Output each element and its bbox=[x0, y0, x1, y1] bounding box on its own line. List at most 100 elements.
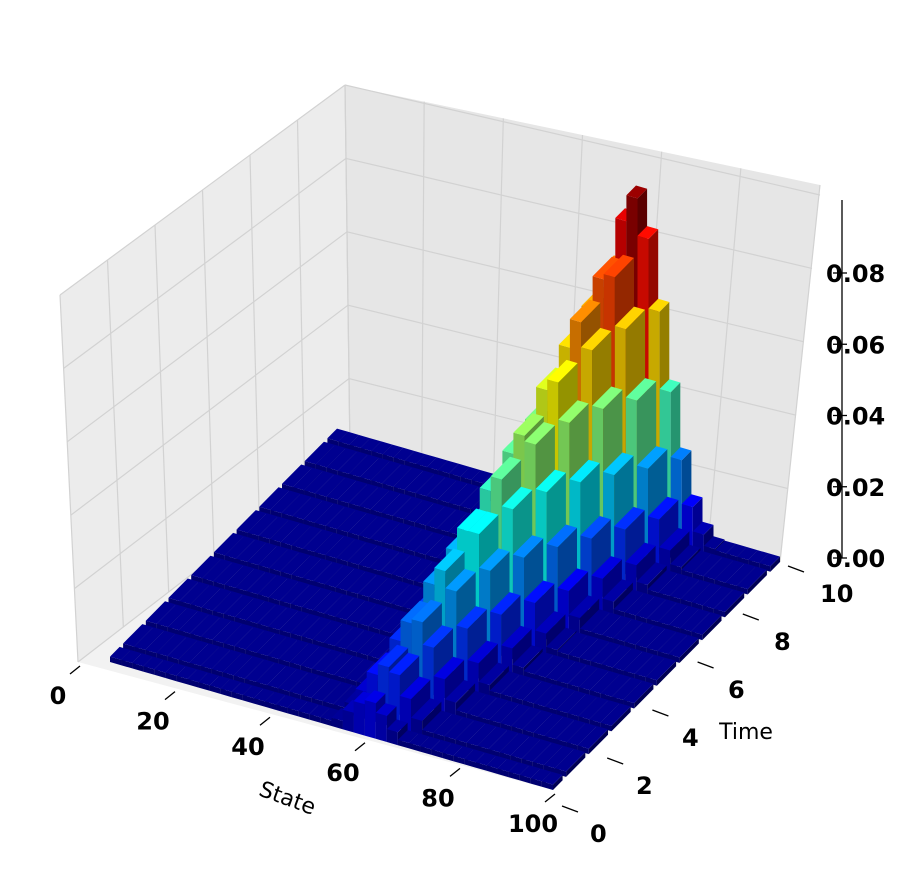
bar-top-face bbox=[546, 627, 577, 651]
bar-front-face bbox=[464, 759, 476, 768]
bar-top-face bbox=[488, 729, 519, 753]
bar-front-face bbox=[715, 550, 727, 559]
bar-top-face bbox=[282, 464, 313, 488]
bar-front-face bbox=[357, 593, 369, 603]
bar-top-face bbox=[578, 696, 609, 720]
bar-top-face bbox=[290, 613, 321, 637]
grid-line bbox=[63, 157, 347, 369]
bar-top-face bbox=[268, 607, 299, 630]
bar-front-face bbox=[270, 509, 282, 519]
bar-top-face bbox=[713, 589, 745, 612]
bar-top-face bbox=[602, 615, 633, 639]
bar-top-face bbox=[179, 610, 210, 634]
bar-top-face bbox=[524, 422, 555, 445]
bar-front-face bbox=[380, 571, 392, 580]
bar-front-face bbox=[325, 555, 337, 564]
bar-top-face bbox=[658, 573, 689, 596]
bar-top-face bbox=[510, 736, 541, 759]
x-tick-label: 0 bbox=[50, 682, 67, 710]
bar-top-face bbox=[471, 470, 492, 484]
bar-front-face bbox=[258, 535, 270, 545]
bar-top-face bbox=[220, 678, 242, 692]
bar-front-face bbox=[370, 538, 382, 548]
bar-front-face bbox=[402, 577, 414, 587]
bar-top-face bbox=[265, 691, 286, 705]
bar-top-face bbox=[544, 716, 575, 740]
bar-top-face bbox=[612, 648, 643, 671]
bar-top-face bbox=[404, 470, 435, 494]
bar-front-face bbox=[336, 558, 348, 567]
bar bbox=[736, 566, 767, 595]
bar-top-face bbox=[267, 665, 298, 689]
x-tick bbox=[449, 767, 461, 777]
bar-top-face bbox=[397, 730, 419, 743]
bar-top-face bbox=[659, 379, 681, 393]
bar-front-face bbox=[623, 670, 635, 680]
bar-front-face bbox=[691, 602, 703, 611]
bar-front-face bbox=[324, 584, 336, 593]
bar-front-face bbox=[322, 701, 334, 710]
bar-front-face bbox=[312, 639, 324, 649]
bar-top-face bbox=[269, 548, 300, 572]
bar-top-face bbox=[201, 617, 232, 640]
grid-line bbox=[346, 231, 805, 343]
bar-front-face bbox=[337, 499, 349, 509]
bar-top-face bbox=[121, 650, 142, 663]
bar-front-face bbox=[222, 672, 234, 681]
bar-front-face bbox=[356, 652, 368, 661]
bar-top-face bbox=[370, 490, 401, 513]
bar-top-face bbox=[289, 672, 320, 695]
bar-front-face bbox=[156, 623, 168, 633]
bar-top-face bbox=[501, 625, 532, 649]
bar-front-face bbox=[382, 454, 394, 463]
x-tick-label: 40 bbox=[231, 733, 264, 761]
bar-front-face bbox=[278, 659, 290, 668]
y-tick-label: 0 bbox=[590, 820, 607, 848]
grid-line bbox=[492, 118, 504, 489]
bar-front-face bbox=[311, 668, 323, 678]
bar-front-face bbox=[167, 627, 179, 636]
bar-front-face bbox=[368, 626, 380, 635]
bar-front-face bbox=[545, 677, 557, 687]
bar-top-face bbox=[156, 604, 188, 628]
bar-front-face bbox=[460, 476, 472, 486]
bar-front-face bbox=[692, 573, 704, 582]
bar-side-face bbox=[747, 569, 767, 595]
bar-top-face bbox=[534, 654, 565, 678]
bar-front-face bbox=[242, 695, 254, 704]
bar-top-face bbox=[490, 592, 521, 615]
bar-front-face bbox=[156, 653, 168, 662]
bar-top-face bbox=[612, 677, 643, 700]
bar-top-face bbox=[532, 742, 564, 766]
y-tick bbox=[787, 565, 805, 573]
bar-top-face bbox=[590, 641, 621, 665]
x-tick-label: 100 bbox=[508, 810, 558, 838]
bar-top-face bbox=[370, 519, 401, 542]
bar-top-face bbox=[245, 630, 276, 653]
bar-side-face bbox=[553, 774, 563, 790]
bar-top-face bbox=[411, 698, 442, 721]
bar-front-face bbox=[381, 512, 393, 522]
bar-top-face bbox=[191, 555, 222, 579]
bar-front-face bbox=[420, 746, 432, 755]
bar-top-face bbox=[668, 634, 699, 658]
bar-top-face bbox=[323, 623, 354, 646]
bar-top-face bbox=[132, 653, 153, 667]
bar-top-face bbox=[500, 674, 532, 698]
bar-front-face bbox=[431, 749, 443, 758]
bar-top-face bbox=[556, 690, 587, 714]
bar-top-face bbox=[556, 661, 587, 684]
bar-front-face bbox=[555, 739, 567, 748]
bar-top-face bbox=[233, 656, 265, 679]
y-tick-label: 8 bbox=[774, 628, 791, 656]
bar-front-face bbox=[543, 765, 555, 774]
bar-top-face bbox=[614, 506, 645, 530]
bar-top-face bbox=[634, 654, 666, 678]
bar-front-face bbox=[511, 726, 523, 735]
bar-front-face bbox=[646, 618, 658, 628]
bar-front-face bbox=[668, 654, 680, 663]
bar-front-face bbox=[658, 621, 669, 631]
bar-front-face bbox=[500, 723, 512, 732]
bar-front-face bbox=[179, 630, 191, 639]
bar-top-face bbox=[156, 633, 187, 657]
